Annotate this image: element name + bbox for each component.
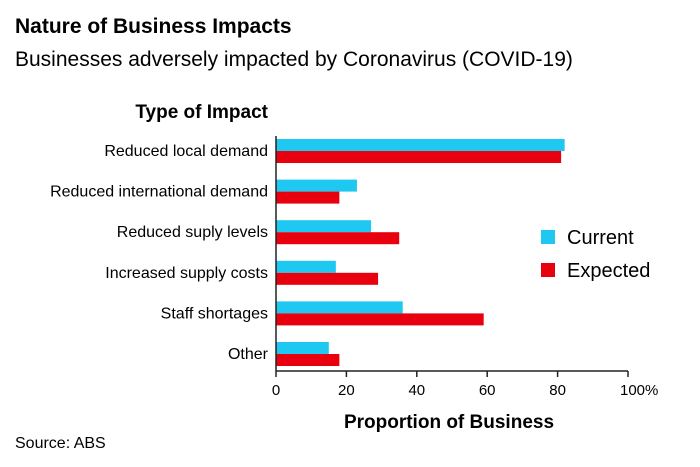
x-tick-label: 60 (479, 382, 496, 399)
x-tick-label: 20 (338, 382, 355, 399)
bar-expected-4 (276, 313, 484, 326)
source-note: Source: ABS (15, 435, 106, 452)
bar-expected-5 (276, 354, 340, 366)
x-axis-label: Proportion of Business (344, 412, 554, 433)
legend-label-current: Current (567, 227, 634, 249)
category-label: Staff shortages (161, 305, 268, 322)
x-tick-label: 100% (620, 382, 658, 399)
bar-expected-2 (276, 232, 400, 245)
x-ticks-group: 0 20 40 60 80 100% (272, 371, 658, 399)
bar-current-0 (276, 139, 565, 151)
x-tick-label: 40 (408, 382, 425, 399)
category-labels-group: Reduced local demand Reduced internationa… (50, 143, 269, 363)
x-tick-label: 80 (549, 382, 566, 399)
chart-subtitle: Businesses adversely impacted by Coronav… (15, 48, 573, 71)
x-tick-label: 0 (272, 382, 280, 399)
category-label: Other (228, 346, 269, 363)
bar-current-4 (276, 301, 403, 314)
bar-expected-3 (276, 272, 379, 285)
bar-expected-1 (276, 191, 340, 204)
bars-group (276, 139, 565, 366)
chart-title: Nature of Business Impacts (15, 15, 292, 38)
category-label: Reduced suply levels (117, 224, 268, 241)
category-axis-title: Type of Impact (135, 102, 268, 123)
category-label: Increased supply costs (105, 265, 268, 282)
bar-current-5 (276, 342, 329, 354)
legend: Current Expected (541, 227, 650, 282)
category-label: Reduced international demand (50, 184, 268, 201)
legend-swatch-current (541, 230, 555, 244)
legend-swatch-expected (541, 263, 555, 277)
bar-expected-0 (276, 151, 562, 163)
bar-current-3 (276, 260, 336, 273)
bar-current-1 (276, 179, 357, 192)
legend-label-expected: Expected (567, 260, 650, 282)
bar-current-2 (276, 220, 372, 233)
category-label: Reduced local demand (104, 143, 268, 160)
